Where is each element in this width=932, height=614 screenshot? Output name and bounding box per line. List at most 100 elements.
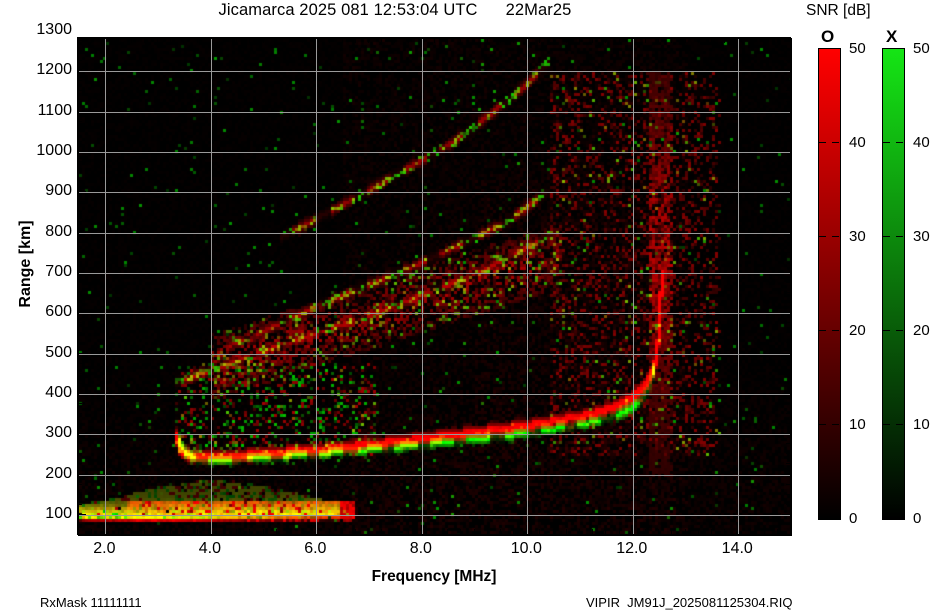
axis-tick-minor: [434, 529, 435, 534]
colorbar-x-header: X: [886, 27, 898, 46]
y-tick-label: 100: [45, 504, 72, 522]
axis-tick-minor: [78, 534, 82, 535]
axis-tick-minor: [645, 529, 646, 534]
axis-tick-minor: [355, 38, 356, 43]
axis-tick-minor: [786, 221, 790, 222]
axis-tick-minor: [144, 38, 145, 43]
axis-tick-major: [78, 191, 86, 192]
axis-tick-minor: [78, 373, 82, 374]
colorbar-tick-dash: [832, 236, 839, 237]
axis-tick-minor: [355, 529, 356, 534]
axis-tick-minor: [786, 211, 790, 212]
axis-tick-minor: [78, 504, 82, 505]
axis-tick-minor: [579, 38, 580, 43]
axis-tick-major: [78, 514, 86, 515]
axis-tick-minor: [289, 529, 290, 534]
x-axis-label: Frequency [MHz]: [371, 568, 497, 585]
axis-tick-minor: [78, 131, 82, 132]
colorbar-tick-dash: [832, 424, 839, 425]
axis-tick-minor: [786, 50, 790, 51]
axis-tick-minor: [302, 38, 303, 43]
axis-tick-minor: [118, 38, 119, 43]
axis-tick-minor: [78, 201, 82, 202]
axis-tick-minor: [78, 302, 82, 303]
axis-tick-minor: [786, 60, 790, 61]
axis-tick-minor: [78, 484, 82, 485]
axis-tick-minor: [183, 38, 184, 43]
axis-tick-minor: [302, 529, 303, 534]
axis-tick-minor: [724, 529, 725, 534]
axis-tick-major: [737, 38, 738, 47]
axis-tick-minor: [790, 38, 791, 43]
axis-tick-minor: [78, 50, 82, 51]
colorbar-tick-dash: [819, 330, 826, 331]
axis-tick-minor: [786, 201, 790, 202]
axis-tick-minor: [78, 171, 82, 172]
axis-tick-minor: [78, 60, 82, 61]
axis-tick-minor: [786, 282, 790, 283]
rxmask-status: RxMask 11111111: [40, 595, 142, 610]
colorbar-o-tick-label: 50: [849, 40, 866, 57]
right-axis-ticks: [781, 38, 790, 535]
axis-tick-minor: [786, 80, 790, 81]
axis-tick-major: [104, 525, 105, 534]
axis-tick-minor: [605, 529, 606, 534]
axis-tick-minor: [408, 529, 409, 534]
axis-tick-minor: [474, 529, 475, 534]
axis-tick-minor: [513, 38, 514, 43]
axis-tick-minor: [263, 529, 264, 534]
axis-tick-minor: [786, 131, 790, 132]
axis-tick-minor: [790, 529, 791, 534]
axis-tick-major: [782, 312, 790, 313]
axis-tick-minor: [645, 38, 646, 43]
axis-tick-major: [782, 70, 790, 71]
axis-tick-minor: [592, 529, 593, 534]
axis-tick-minor: [170, 529, 171, 534]
axis-tick-minor: [553, 529, 554, 534]
axis-tick-minor: [78, 463, 82, 464]
colorbar-tick-dash: [883, 142, 890, 143]
axis-tick-minor: [487, 38, 488, 43]
axis-tick-minor: [750, 38, 751, 43]
colorbar-o-tick-label: 30: [849, 228, 866, 245]
y-tick-label: 1100: [37, 101, 72, 119]
axis-tick-minor: [671, 38, 672, 43]
ionogram-plot[interactable]: [78, 38, 792, 536]
axis-tick-minor: [78, 211, 82, 212]
source-file-label: VIPIR JM91J_2025081125304.RIQ: [586, 595, 793, 610]
axis-tick-minor: [786, 453, 790, 454]
axis-tick-minor: [236, 38, 237, 43]
axis-tick-minor: [711, 529, 712, 534]
axis-tick-minor: [764, 529, 765, 534]
colorbar-o-tick-label: 10: [849, 416, 866, 433]
axis-tick-minor: [78, 494, 82, 495]
colorbar-tick-dash: [896, 330, 903, 331]
x-tick-label: 4.0: [198, 540, 221, 557]
axis-tick-minor: [408, 38, 409, 43]
axis-tick-minor: [329, 529, 330, 534]
axis-tick-minor: [249, 529, 250, 534]
axis-tick-major: [78, 151, 86, 152]
x-tick-label: 14.0: [721, 540, 753, 557]
axis-tick-major: [782, 353, 790, 354]
axis-tick-minor: [786, 242, 790, 243]
axis-tick-major: [78, 353, 86, 354]
axis-tick-minor: [500, 38, 501, 43]
axis-tick-minor: [78, 292, 82, 293]
axis-tick-minor: [78, 121, 82, 122]
axis-tick-minor: [91, 529, 92, 534]
axis-tick-minor: [786, 171, 790, 172]
axis-tick-minor: [460, 38, 461, 43]
colorbar-tick-dash: [896, 142, 903, 143]
axis-tick-minor: [685, 529, 686, 534]
colorbar-tick-dash: [883, 424, 890, 425]
axis-tick-minor: [78, 282, 82, 283]
page-title: Jicamarca 2025 081 12:53:04 UTC 22Mar25: [218, 1, 572, 19]
bottom-axis-ticks: [78, 525, 791, 534]
axis-tick-major: [210, 38, 211, 47]
axis-tick-minor: [513, 529, 514, 534]
axis-tick-minor: [78, 181, 82, 182]
axis-tick-minor: [685, 38, 686, 43]
colorbar-tick-dash: [819, 236, 826, 237]
axis-tick-minor: [619, 529, 620, 534]
